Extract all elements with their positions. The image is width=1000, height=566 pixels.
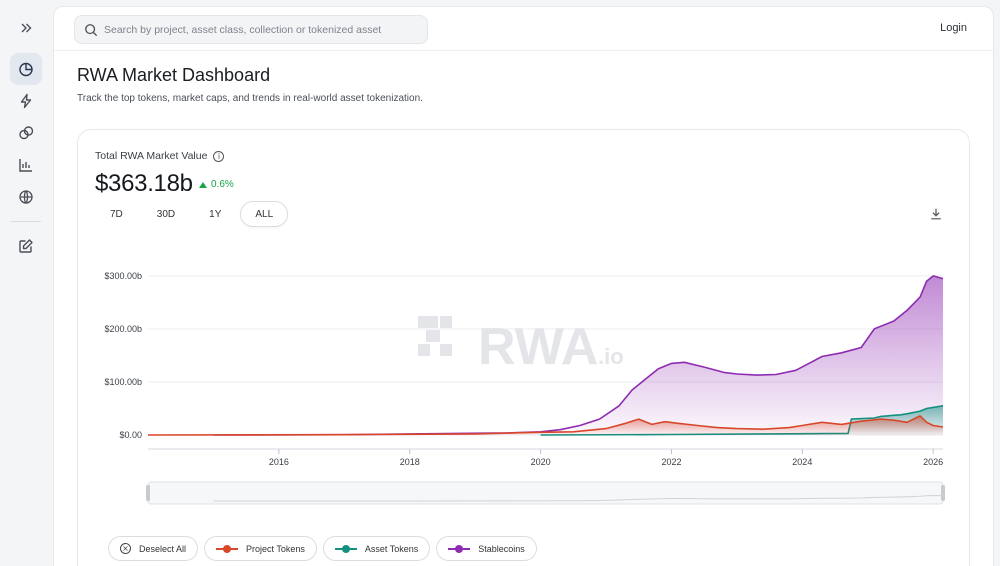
- range-30d-button[interactable]: 30D: [156, 208, 176, 220]
- sidebar-item-analytics[interactable]: [10, 149, 42, 181]
- page-title: RWA Market Dashboard: [77, 65, 271, 85]
- legend-asset-tokens[interactable]: Asset Tokens: [322, 536, 431, 561]
- x-tick-label: 2026: [923, 457, 943, 467]
- deselect-all-button[interactable]: × Deselect All: [108, 536, 199, 561]
- legend-label: Stablecoins: [478, 543, 525, 554]
- project-tokens-line: [147, 415, 944, 436]
- stablecoins-area: [213, 275, 943, 435]
- watermark-block: [418, 344, 430, 356]
- range-1y-button[interactable]: 1Y: [209, 208, 222, 220]
- arrow-up-icon: [199, 181, 207, 188]
- sidebar-divider: [11, 221, 41, 222]
- y-tick-label: $300.00b: [104, 271, 142, 281]
- x-tick-label: 2016: [269, 457, 289, 467]
- watermark-block: [418, 316, 438, 328]
- watermark-block: [426, 330, 440, 342]
- project-tokens-swatch: [216, 544, 239, 553]
- stablecoins-line: [213, 275, 944, 436]
- x-tick-label: 2018: [400, 457, 420, 467]
- legend-label: Asset Tokens: [364, 543, 419, 554]
- range-7d-button[interactable]: 7D: [110, 208, 123, 220]
- rwa-watermark-logo: [418, 316, 452, 356]
- metric-change-value: 0.6%: [211, 179, 234, 190]
- x-tick-label: 2024: [792, 457, 812, 467]
- expand-sidebar-button[interactable]: [10, 12, 42, 44]
- sidebar-item-activity[interactable]: [10, 85, 42, 117]
- navigator-preview-line: [213, 494, 944, 502]
- watermark-block: [440, 344, 452, 356]
- time-range-selector: 7D 30D 1Y ALL: [95, 201, 289, 227]
- legend-project-tokens[interactable]: Project Tokens: [204, 536, 317, 561]
- legend-label: Project Tokens: [246, 543, 305, 554]
- y-tick-label: $100.00b: [104, 377, 142, 387]
- page-subtitle: Track the top tokens, market caps, and t…: [77, 93, 423, 104]
- main-panel: Login RWA Market Dashboard Track the top…: [53, 6, 994, 566]
- download-button[interactable]: [929, 207, 943, 221]
- x-tick-label: 2022: [661, 457, 681, 467]
- close-circle-icon: ×: [120, 543, 131, 554]
- y-tick-label: $200.00b: [104, 324, 142, 334]
- coins-icon: [19, 126, 34, 140]
- info-icon[interactable]: i: [213, 150, 225, 162]
- top-bar: Login: [54, 7, 993, 51]
- navigator-right-handle: [941, 485, 945, 501]
- watermark-text: RWA: [478, 318, 598, 376]
- sidebar-item-global[interactable]: [10, 181, 42, 213]
- chart-legend: × Deselect All Project Tokens Asset Toke…: [108, 536, 537, 561]
- metric-change: 0.6%: [199, 179, 234, 190]
- market-value-card: Total RWA Market Value i $363.18b 0.6% 7…: [77, 129, 970, 566]
- pie-chart-icon: [19, 62, 33, 77]
- deselect-all-label: Deselect All: [139, 543, 187, 554]
- sidebar: [0, 0, 52, 566]
- asset-tokens-swatch: [334, 544, 357, 553]
- login-link[interactable]: Login: [940, 22, 967, 34]
- watermark-suffix: .io: [598, 344, 624, 369]
- download-icon: [931, 208, 941, 220]
- globe-icon: [19, 190, 33, 204]
- sidebar-item-tokens[interactable]: [10, 117, 42, 149]
- stablecoins-swatch: [448, 544, 471, 553]
- search-icon: [85, 23, 98, 36]
- lightning-icon: [20, 93, 32, 109]
- legend-stablecoins[interactable]: Stablecoins: [436, 536, 537, 561]
- sidebar-item-submit[interactable]: [10, 230, 42, 262]
- chevrons-right-icon: [21, 23, 32, 33]
- metric-label: Total RWA Market Value i: [95, 150, 225, 162]
- metric-value: $363.18b: [95, 170, 193, 197]
- bar-chart-icon: [19, 159, 32, 172]
- search-input[interactable]: [104, 23, 404, 36]
- search-bar[interactable]: [74, 15, 428, 44]
- edit-icon: [19, 239, 33, 253]
- navigator-left-handle: [146, 485, 150, 501]
- range-all-button[interactable]: ALL: [240, 201, 289, 227]
- market-value-chart[interactable]: $0.00 $100.00b $200.00b $300.00b 2016 2018 202…: [78, 130, 971, 530]
- watermark-block: [440, 316, 452, 328]
- y-tick-label: $0.00: [119, 430, 142, 440]
- x-tick-label: 2020: [531, 457, 551, 467]
- project-tokens-area: [148, 415, 943, 435]
- metric-label-text: Total RWA Market Value: [95, 150, 208, 162]
- sidebar-item-dashboard[interactable]: [10, 53, 42, 85]
